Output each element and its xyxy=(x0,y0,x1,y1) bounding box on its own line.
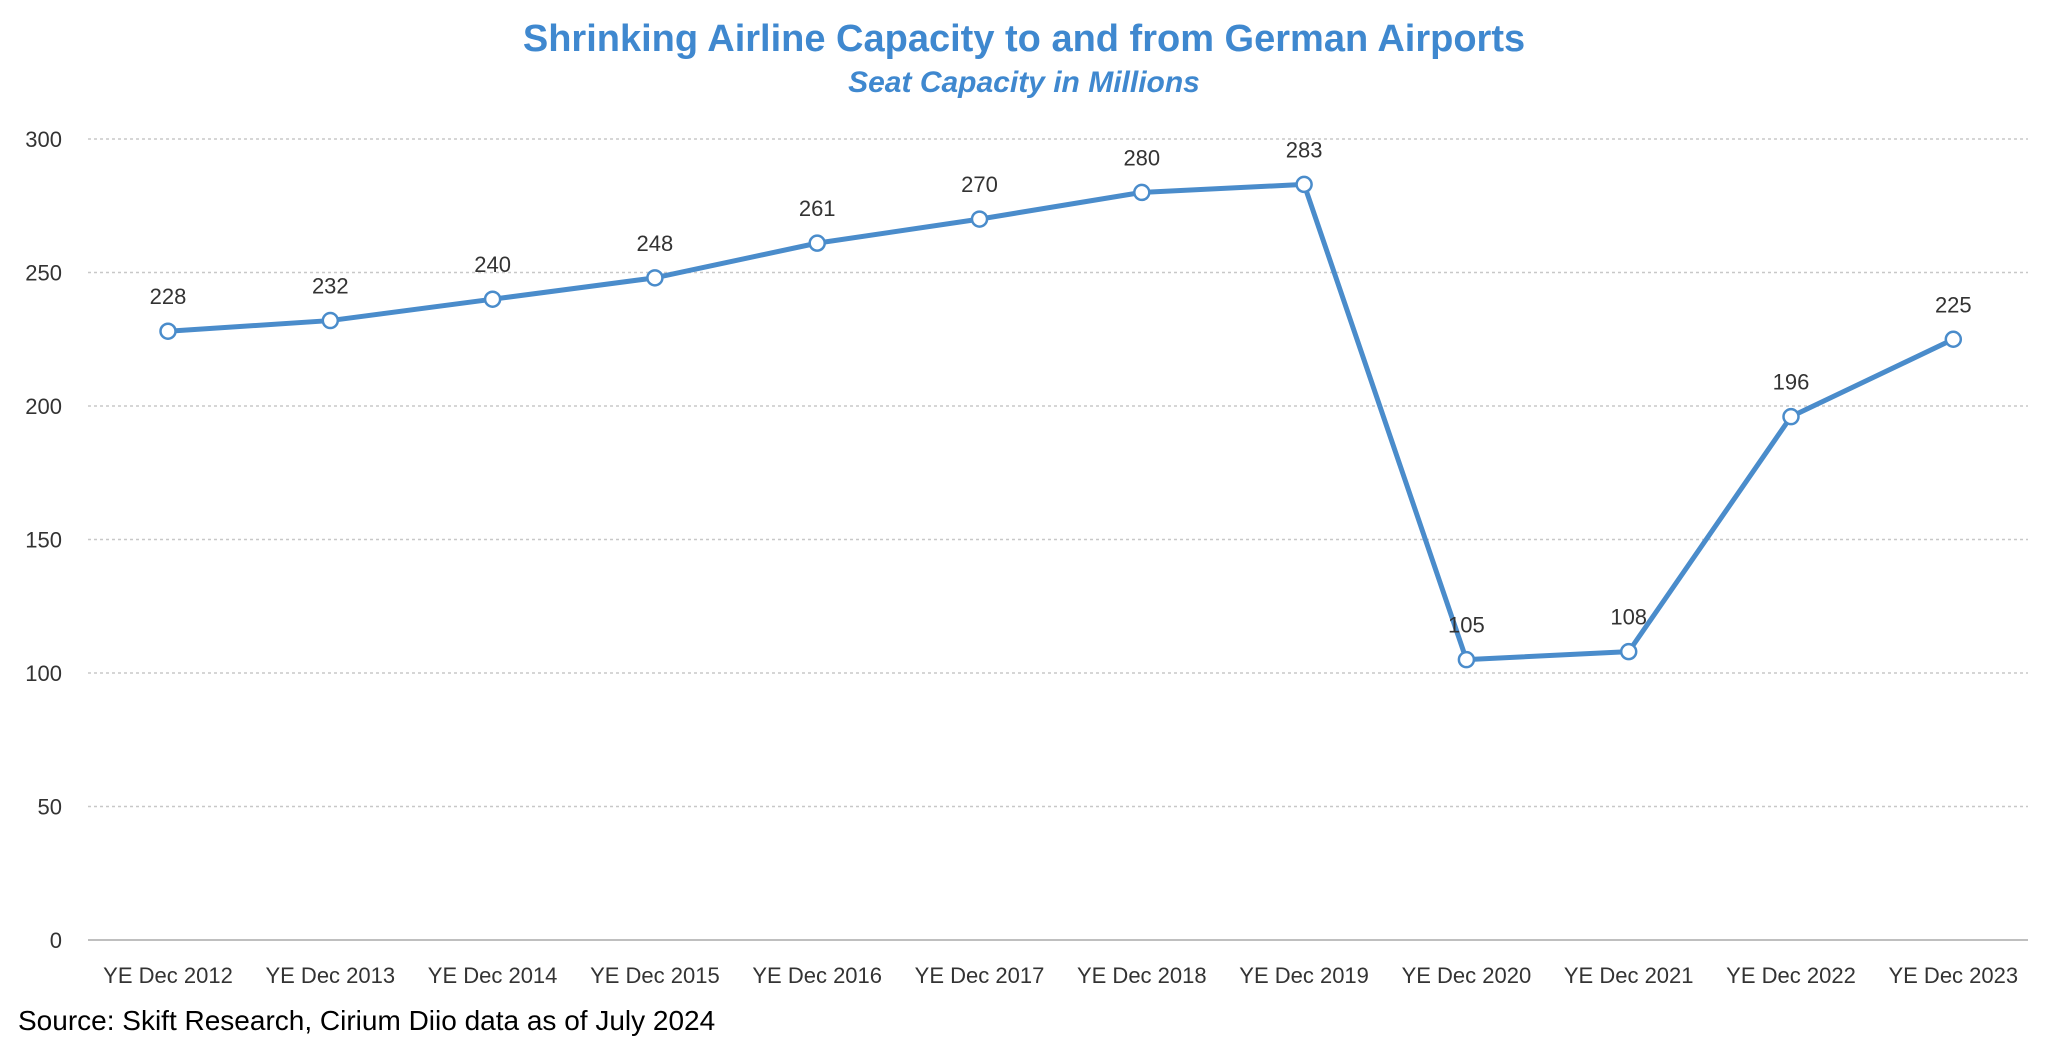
data-label: 196 xyxy=(1773,370,1810,395)
x-tick-label: YE Dec 2018 xyxy=(1077,963,1207,988)
data-point xyxy=(159,322,177,340)
chart-subtitle: Seat Capacity in Millions xyxy=(848,66,1200,99)
x-tick-label: YE Dec 2012 xyxy=(103,963,233,988)
x-tick-label: YE Dec 2021 xyxy=(1564,963,1694,988)
data-point xyxy=(808,234,826,252)
data-label: 283 xyxy=(1286,137,1323,162)
x-tick-label: YE Dec 2019 xyxy=(1239,963,1369,988)
data-point xyxy=(1295,175,1313,194)
data-label: 270 xyxy=(961,172,998,197)
data-label: 240 xyxy=(474,252,511,277)
y-tick-label: 250 xyxy=(25,261,62,286)
y-tick-label: 100 xyxy=(25,661,62,686)
data-label: 261 xyxy=(799,196,836,221)
chart-title: Shrinking Airline Capacity to and from G… xyxy=(522,18,1526,60)
x-tick-label: YE Dec 2017 xyxy=(915,963,1045,988)
x-tick-label: YE Dec 2013 xyxy=(265,963,395,988)
x-tick-label: YE Dec 2016 xyxy=(752,963,882,988)
data-point xyxy=(1782,407,1800,426)
y-tick-label: 300 xyxy=(25,127,62,152)
y-tick-label: 150 xyxy=(25,528,62,553)
data-label: 232 xyxy=(312,274,349,299)
y-tick-label: 200 xyxy=(25,394,62,419)
data-point xyxy=(646,269,664,287)
x-tick-label: YE Dec 2022 xyxy=(1726,963,1856,988)
line-chart: 0 50 100 150 200 250 300 YE Dec 2012 YE Dec 2013… xyxy=(25,127,2028,988)
data-label: 225 xyxy=(1935,292,1972,317)
data-point xyxy=(483,290,502,308)
data-point xyxy=(1133,183,1151,202)
x-tick-label: YE Dec 2023 xyxy=(1888,963,2018,988)
data-point xyxy=(970,210,989,228)
data-label: 280 xyxy=(1123,145,1160,170)
x-tick-label: YE Dec 2020 xyxy=(1402,963,1532,988)
data-point xyxy=(321,311,340,330)
source-note: Source: Skift Research, Cirium Diio data… xyxy=(18,1005,716,1036)
data-point xyxy=(1619,642,1638,661)
x-tick-label: YE Dec 2014 xyxy=(428,963,558,988)
y-tick-label: 50 xyxy=(38,795,62,820)
data-label: 108 xyxy=(1610,605,1647,630)
data-label: 105 xyxy=(1448,613,1485,638)
y-tick-label: 0 xyxy=(50,928,62,953)
x-tick-label: YE Dec 2015 xyxy=(590,963,720,988)
data-point xyxy=(1944,330,1963,348)
data-label: 248 xyxy=(637,231,674,256)
data-point xyxy=(1457,650,1476,669)
data-label: 228 xyxy=(150,284,187,309)
series-line xyxy=(165,181,1956,663)
